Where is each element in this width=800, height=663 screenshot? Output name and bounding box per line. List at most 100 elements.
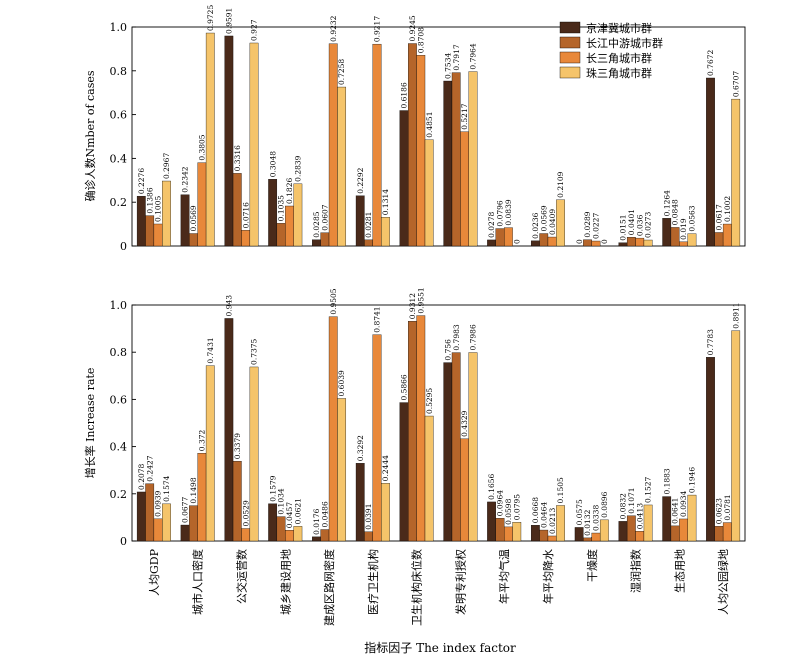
bar: [268, 503, 278, 542]
data-label: 0.1314: [381, 189, 390, 215]
data-label: 0.1034: [277, 488, 286, 514]
data-label: 0: [575, 239, 584, 244]
bar: [583, 537, 592, 542]
data-label: 0.0289: [583, 211, 592, 237]
legend-swatch: [559, 21, 581, 34]
y-tick-label: 0.6: [110, 393, 128, 406]
bar: [530, 240, 540, 247]
data-label: 0.0132: [583, 509, 592, 535]
bar: [381, 217, 390, 247]
category-label: 发明专利授权: [453, 549, 467, 615]
data-label: 0.0964: [496, 490, 505, 516]
data-label: 0.1826: [285, 178, 294, 204]
bar: [670, 525, 680, 542]
data-label: 0.0529: [241, 500, 250, 526]
y-axis-title: 增长率 Increase rate: [83, 368, 97, 479]
bar: [487, 239, 496, 247]
data-label: 0.0896: [600, 491, 609, 517]
data-label: 0.0464: [539, 502, 548, 528]
data-label: 0.9232: [329, 15, 338, 41]
data-label: 0.0796: [496, 200, 505, 226]
data-label: 0.7783: [706, 329, 715, 355]
data-label: 0: [600, 239, 609, 244]
data-label: 0.2342: [181, 166, 190, 192]
data-label: 0: [512, 239, 521, 244]
data-label: 0.9505: [329, 288, 338, 314]
category-label: 公交运营数: [234, 549, 248, 604]
bar: [556, 505, 565, 542]
bar: [451, 352, 461, 542]
category-label: 人均GDP: [148, 548, 161, 596]
data-label: 0.0575: [575, 499, 584, 525]
y-tick-label: 1.0: [110, 299, 128, 312]
bar: [468, 352, 478, 542]
bar: [591, 532, 601, 542]
bar: [312, 239, 321, 247]
data-label: 0.2427: [145, 455, 154, 481]
bar: [583, 239, 592, 247]
bar: [714, 526, 724, 542]
data-label: 0.9217: [373, 16, 382, 42]
category-label: 湿润指数: [629, 549, 643, 593]
bar: [162, 180, 171, 247]
data-label: 0.8741: [373, 306, 382, 332]
bar: [443, 80, 453, 247]
bar: [189, 505, 198, 542]
bar: [722, 522, 732, 542]
bar: [424, 415, 434, 542]
data-label: 0.7983: [452, 324, 461, 350]
bar: [618, 521, 628, 542]
data-label: 0.0623: [715, 498, 724, 524]
data-label: 0.1505: [556, 477, 565, 503]
bar: [539, 529, 549, 542]
bar: [249, 366, 259, 542]
plot-frame: [131, 26, 746, 247]
data-label: 0.0848: [671, 199, 680, 225]
bar: [372, 334, 382, 542]
bar: [574, 527, 584, 542]
data-label: 0.1386: [145, 187, 154, 213]
bar: [495, 518, 505, 542]
y-tick-label: 0: [120, 535, 127, 548]
bar: [355, 195, 365, 247]
legend-label: 长三角城市群: [586, 51, 652, 65]
bar: [662, 496, 672, 542]
bar: [136, 491, 146, 542]
bar: [539, 233, 549, 247]
bar: [635, 531, 645, 542]
bar: [145, 215, 155, 247]
data-label: 0.0176: [312, 508, 321, 534]
bar: [408, 321, 417, 542]
bar: [276, 223, 286, 247]
bar: [408, 43, 417, 247]
data-label: 0.0213: [548, 508, 557, 534]
bar: [626, 237, 636, 247]
bar: [547, 535, 557, 542]
bar: [618, 242, 628, 247]
data-label: 0.2967: [162, 153, 171, 179]
y-tick-label: 0: [120, 240, 127, 253]
bar: [714, 232, 724, 247]
legend-label: 珠三角城市群: [586, 66, 652, 80]
data-label: 0.0409: [548, 209, 557, 235]
bar: [679, 241, 688, 247]
data-label: 0.9312: [408, 293, 417, 319]
legend-swatch: [559, 36, 581, 49]
bar: [285, 530, 294, 542]
bar: [224, 318, 234, 542]
data-label: 0.0939: [154, 490, 163, 516]
bar: [679, 518, 688, 542]
data-label: 0.1264: [662, 190, 671, 216]
data-label: 0.3379: [233, 433, 242, 459]
data-label: 0.7986: [469, 324, 478, 350]
data-label: 0.0598: [504, 498, 513, 524]
bar: [512, 522, 522, 542]
data-label: 0.2109: [556, 171, 565, 197]
bar: [416, 315, 426, 542]
bar: [268, 179, 278, 247]
data-label: 0.3048: [268, 151, 277, 177]
bar: [328, 43, 338, 247]
bar: [443, 362, 453, 542]
